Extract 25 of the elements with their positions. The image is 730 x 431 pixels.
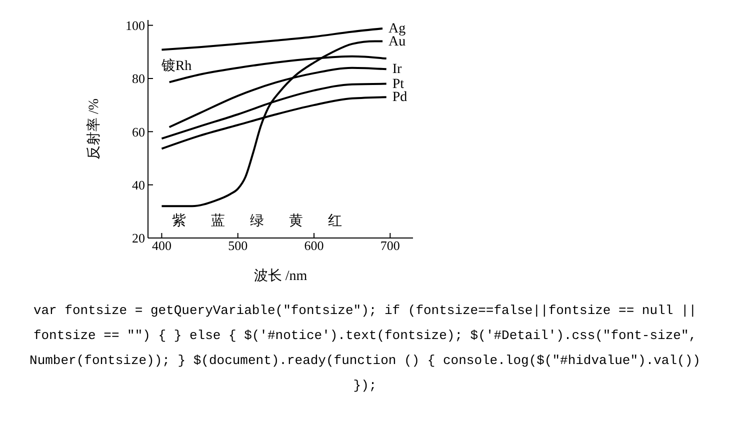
series-label: 镀Rh <box>160 58 192 74</box>
x-tick-label: 700 <box>380 238 400 254</box>
series-label: Ir <box>392 62 402 78</box>
series-label: Au <box>388 34 406 50</box>
annotation: 黄 <box>288 212 304 230</box>
series-label: Pt <box>392 76 404 92</box>
series-label: Pd <box>392 90 408 106</box>
y-tick-label: 60 <box>132 124 145 140</box>
line-series <box>160 28 384 51</box>
text: var fontsize = getQueryVariable("fontsize"); if (fontsize==false||fontsize == null || fontsize == "") { } else { $('#notice').text(fontsize); $('#Detail').css("font-size", Number(fontsize)); } $(document).ready(function () { console.log($("#hidvalue").val()) }); <box>28 302 702 395</box>
y-tick-label: 100 <box>126 18 145 33</box>
x-tick-label: 400 <box>152 238 172 254</box>
y-tick-label: 20 <box>132 230 145 246</box>
y-axis-title: 反射率 /% <box>86 98 102 160</box>
y-tick-label: 80 <box>132 71 145 86</box>
x-tick-label: 600 <box>304 238 324 254</box>
series-label: Ag <box>388 22 406 37</box>
annotation: 蓝 <box>210 212 226 230</box>
line-series <box>160 40 384 208</box>
annotation: 红 <box>327 212 343 230</box>
x-tick-label: 500 <box>228 238 248 254</box>
y-tick-label: 40 <box>132 177 145 192</box>
x-axis-title: 波长 /nm <box>254 268 308 284</box>
annotation: 绿 <box>249 213 265 230</box>
annotation: 紫 <box>171 212 187 230</box>
